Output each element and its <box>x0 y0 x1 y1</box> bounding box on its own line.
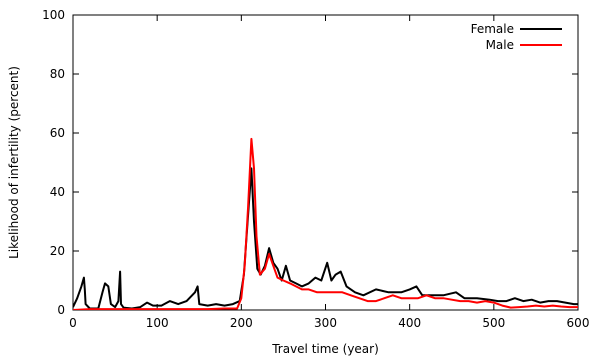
legend-label-female: Female <box>471 22 514 36</box>
y-tick-label: 60 <box>50 126 65 140</box>
x-tick-label: 0 <box>69 316 77 330</box>
y-tick-label: 80 <box>50 67 65 81</box>
series-line-male <box>73 137 578 310</box>
x-tick-label: 600 <box>567 316 590 330</box>
y-axis: 0 20 40 60 80 100 <box>42 8 578 317</box>
series-layer <box>73 137 578 310</box>
y-axis-title: Likelihood of infertility (percent) <box>7 66 21 259</box>
x-axis-title: Travel time (year) <box>271 342 379 356</box>
y-tick-label: 20 <box>50 244 65 258</box>
y-tick-label: 0 <box>57 303 65 317</box>
y-tick-label: 100 <box>42 8 65 22</box>
legend-label-male: Male <box>486 38 514 52</box>
x-tick-label: 300 <box>314 316 337 330</box>
x-tick-label: 500 <box>482 316 505 330</box>
x-tick-label: 100 <box>146 316 169 330</box>
y-tick-label: 40 <box>50 185 65 199</box>
x-tick-label: 400 <box>398 316 421 330</box>
series-line-female <box>73 167 578 310</box>
x-axis: 0 100 200 300 400 500 600 <box>69 15 589 330</box>
legend: Female Male <box>471 22 562 52</box>
x-tick-label: 200 <box>230 316 253 330</box>
